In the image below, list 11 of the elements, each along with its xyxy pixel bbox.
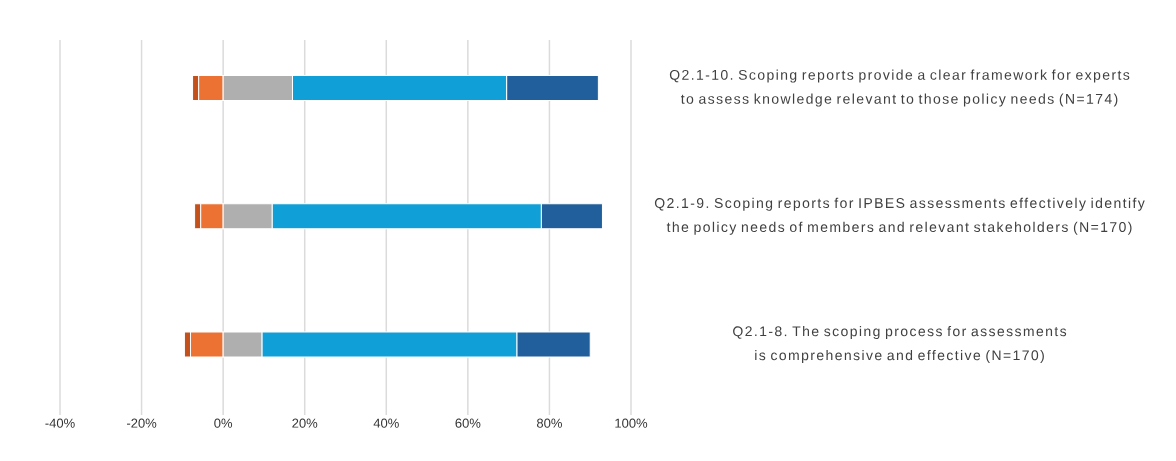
y-tick-label: Q2.1-9. Scoping reports for IPBES assessments effectively identify the policy needs of members and relevant stakeholders (N=170) — [654, 197, 1145, 235]
x-tick-label: 80% — [536, 418, 562, 428]
x-tick-label: 40% — [373, 418, 399, 428]
x-tick-label: 20% — [292, 418, 318, 428]
x-tick-label: -20% — [126, 418, 157, 428]
x-tick-label: 100% — [615, 418, 648, 428]
y-tick-label: Q2.1-8. The scoping process for assessments is comprehensive and effective (N=170) — [733, 325, 1067, 364]
x-tick-label: -40% — [45, 418, 75, 428]
y-tick-label: Q2.1-10. Scoping reports provide a clear framework for experts to assess knowledge relevant to those policy needs (N=174) — [669, 69, 1130, 107]
x-tick-label: 0% — [214, 418, 233, 428]
x-tick-label: 60% — [455, 418, 481, 428]
